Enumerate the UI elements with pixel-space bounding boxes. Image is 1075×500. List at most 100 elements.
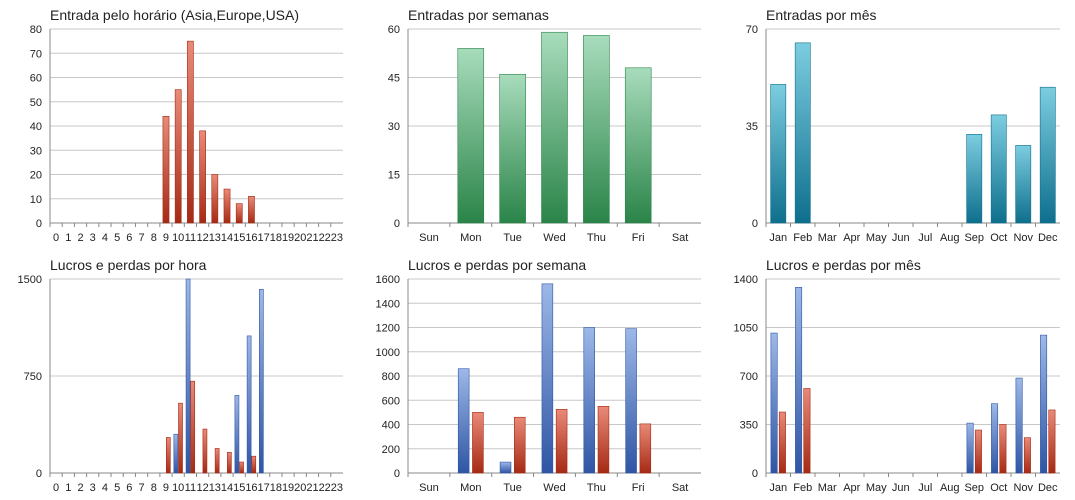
x-tick-label: Feb <box>793 482 812 494</box>
x-tick-label: Aug <box>940 482 960 494</box>
bar-tue-s1 <box>514 416 526 474</box>
y-tick-label: 1050 <box>734 323 758 335</box>
chart-title: Lucros e perdas por mês <box>766 257 921 273</box>
y-tick-label: 0 <box>394 468 400 480</box>
bar-oct-s1 <box>999 424 1007 474</box>
x-tick-label: May <box>866 232 887 244</box>
x-tick-label: 1 <box>65 482 71 494</box>
bar-11-s1 <box>190 380 196 474</box>
y-tick-label: 80 <box>30 24 42 36</box>
chart-weekly-entries: 0 15 30 45 60 Sun Mon Tue Wed Thu Fri Sat <box>388 24 701 244</box>
bar-feb-s0 <box>794 42 811 224</box>
bar-12-s1 <box>202 428 208 474</box>
y-tick-label: 70 <box>746 24 758 36</box>
x-tick-label: 4 <box>102 482 108 494</box>
chart-title: Entrada pelo horário (Asia,Europe,USA) <box>50 7 300 23</box>
y-tick-label: 1600 <box>376 274 400 286</box>
bar-14-s0 <box>223 188 231 224</box>
x-tick-label: 11 <box>185 482 196 494</box>
y-tick-label: 400 <box>382 420 400 432</box>
bar-sep-s0 <box>966 422 974 474</box>
x-tick-label: 20 <box>294 232 306 244</box>
x-tick-label: 13 <box>209 482 221 494</box>
x-tick-label: Aug <box>940 232 960 244</box>
chart-monthly-profit-loss: 0 350 700 1050 1400 Jan Feb Mar Apr May Jun Jul Aug S… <box>734 274 1060 494</box>
bar-mon-s0 <box>457 368 470 474</box>
x-tick-label: 17 <box>258 232 270 244</box>
x-tick-label: 20 <box>294 482 306 494</box>
y-tick-label: 750 <box>24 371 42 383</box>
y-tick-label: 35 <box>746 121 758 133</box>
y-tick-label: 30 <box>388 121 400 133</box>
x-tick-label: Jul <box>918 232 932 244</box>
x-tick-label: Wed <box>543 232 565 244</box>
x-tick-label: Mar <box>818 232 837 244</box>
x-tick-label: Wed <box>543 482 565 494</box>
x-tick-label: 22 <box>319 482 331 494</box>
bar-fri-s0 <box>625 328 637 474</box>
bar-16-s0 <box>248 196 255 224</box>
x-tick-label: 7 <box>139 482 145 494</box>
y-tick-label: 1000 <box>376 347 400 359</box>
x-tick-label: Apr <box>843 482 860 494</box>
x-tick-label: Feb <box>793 232 812 244</box>
x-tick-label: May <box>866 482 887 494</box>
x-tick-label: 1 <box>65 232 71 244</box>
bar-thu-s0 <box>583 35 610 224</box>
panel-monthly-profit-loss: Lucros e perdas por mês 0 350 700 1050 1400 J… <box>716 250 1075 500</box>
x-tick-label: 17 <box>258 482 270 494</box>
x-tick-label: 12 <box>196 482 208 494</box>
chart-monthly-entries: 0 35 70 Jan Feb Mar Apr May Jun Jul Aug Sep Oct Nov De… <box>746 24 1060 244</box>
x-tick-label: 5 <box>114 482 120 494</box>
y-tick-label: 15 <box>388 170 400 182</box>
y-tick-label: 1200 <box>376 323 400 335</box>
x-tick-label: 19 <box>282 232 294 244</box>
chart-title: Lucros e perdas por semana <box>408 257 587 273</box>
x-tick-label: 10 <box>172 232 184 244</box>
bar-dec-s0 <box>1040 334 1048 474</box>
bar-12-s0 <box>199 130 206 224</box>
bar-nov-s0 <box>1015 377 1023 474</box>
bar-nov-s1 <box>1023 437 1031 474</box>
x-tick-label: 11 <box>185 232 196 244</box>
x-tick-label: Fri <box>632 482 645 494</box>
bar-mon-s1 <box>472 412 484 474</box>
y-tick-label: 20 <box>30 170 42 182</box>
x-tick-label: 19 <box>282 482 294 494</box>
y-tick-label: 1400 <box>734 274 758 286</box>
y-tick-label: 60 <box>388 24 400 36</box>
bar-15-s0 <box>235 203 243 224</box>
x-tick-label: Nov <box>1013 482 1033 494</box>
panel-monthly-entries: Entradas por mês 0 35 70 Jan Feb Mar Apr May Jun… <box>716 0 1075 250</box>
x-tick-label: Dec <box>1038 232 1058 244</box>
bar-16-s1 <box>251 455 257 474</box>
x-tick-label: 0 <box>53 232 59 244</box>
x-tick-label: Jan <box>769 482 787 494</box>
x-tick-label: Sun <box>419 232 439 244</box>
x-tick-label: Jan <box>769 232 787 244</box>
x-tick-label: 3 <box>90 232 96 244</box>
x-tick-label: Jun <box>892 232 910 244</box>
x-tick-label: Sep <box>964 482 984 494</box>
panel-weekly-entries: Entradas por semanas 0 15 30 45 60 Sun Mon Tue W… <box>358 0 716 250</box>
x-tick-label: 5 <box>114 232 120 244</box>
x-tick-label: 16 <box>245 482 257 494</box>
y-tick-label: 0 <box>36 218 42 230</box>
bar-jan-s1 <box>778 411 786 474</box>
x-tick-label: 6 <box>126 482 132 494</box>
x-tick-label: 15 <box>233 232 245 244</box>
bar-wed-s1 <box>555 409 568 474</box>
bar-jan-s0 <box>770 332 778 474</box>
x-tick-label: 21 <box>306 232 318 244</box>
bar-tue-s0 <box>499 461 512 474</box>
x-tick-label: Tue <box>503 232 522 244</box>
panel-weekly-profit-loss: Lucros e perdas por semana 0 200 400 600 800… <box>358 250 716 500</box>
x-tick-label: 21 <box>306 482 318 494</box>
x-tick-label: 16 <box>245 232 257 244</box>
bar-feb-s1 <box>803 388 811 474</box>
y-tick-label: 800 <box>382 371 400 383</box>
x-tick-label: 12 <box>196 232 208 244</box>
x-tick-label: 10 <box>172 482 184 494</box>
x-tick-label: 18 <box>270 232 282 244</box>
